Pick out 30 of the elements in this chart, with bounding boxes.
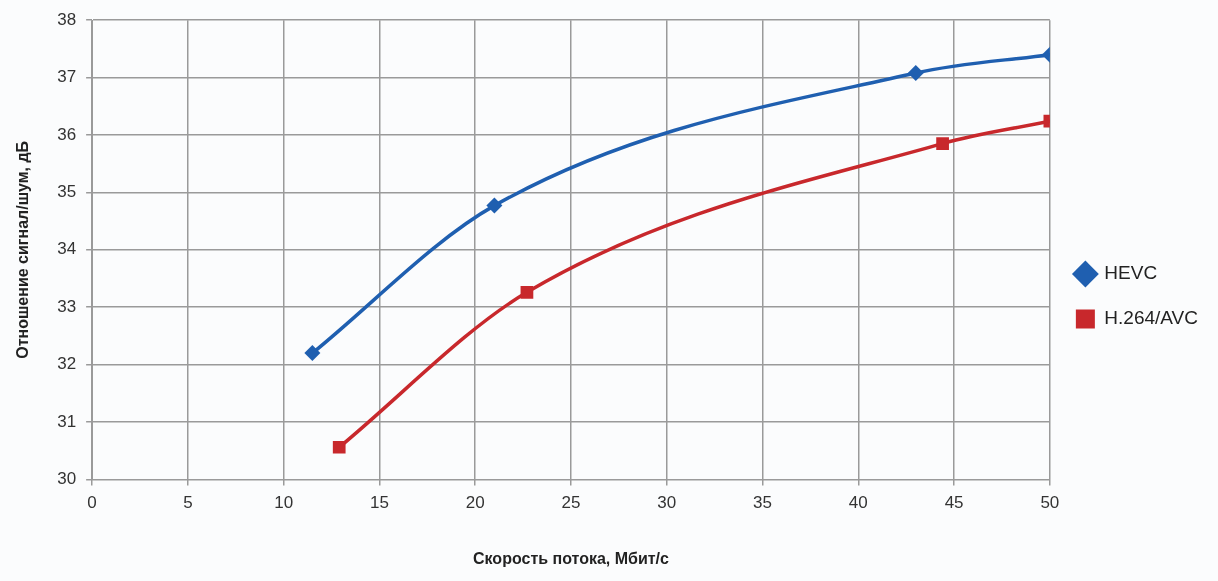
x-tick-label: 35 (753, 493, 772, 513)
point (936, 137, 949, 150)
point (907, 65, 924, 82)
y-tick-label: 38 (57, 9, 77, 29)
x-tick-label: 15 (369, 493, 389, 513)
x-tick-label: 40 (848, 493, 868, 513)
x-tick-label: 10 (274, 493, 294, 513)
x-tick-label: 25 (561, 493, 581, 513)
y-tick-label: 34 (57, 239, 77, 259)
x-tick-label: 5 (183, 493, 193, 513)
y-tick-label: 31 (57, 411, 77, 431)
y-axis-title: Отношение сигнал/шум, дБ (14, 140, 32, 359)
x-tick-label: 50 (1040, 493, 1060, 513)
point (332, 440, 346, 454)
y-tick-label: 35 (57, 182, 77, 202)
x-tick-label: 30 (657, 493, 677, 513)
point (486, 197, 503, 214)
y-tick-label: 33 (57, 296, 77, 316)
y-tick-label: 36 (57, 124, 77, 144)
point (520, 285, 534, 299)
x-tick-label: 45 (944, 493, 964, 513)
y-tick-label: 32 (57, 354, 77, 374)
legend-label: H.264/AVC (1104, 307, 1198, 329)
point (304, 345, 321, 362)
legend-label: HEVC (1104, 262, 1158, 284)
y-tick-label: 30 (57, 469, 77, 489)
y-tick-label: 37 (57, 67, 77, 87)
x-axis-title: Скорость потока, Мбит/с (473, 549, 670, 567)
x-tick-label: 20 (465, 493, 485, 513)
x-tick-label: 0 (87, 493, 97, 513)
